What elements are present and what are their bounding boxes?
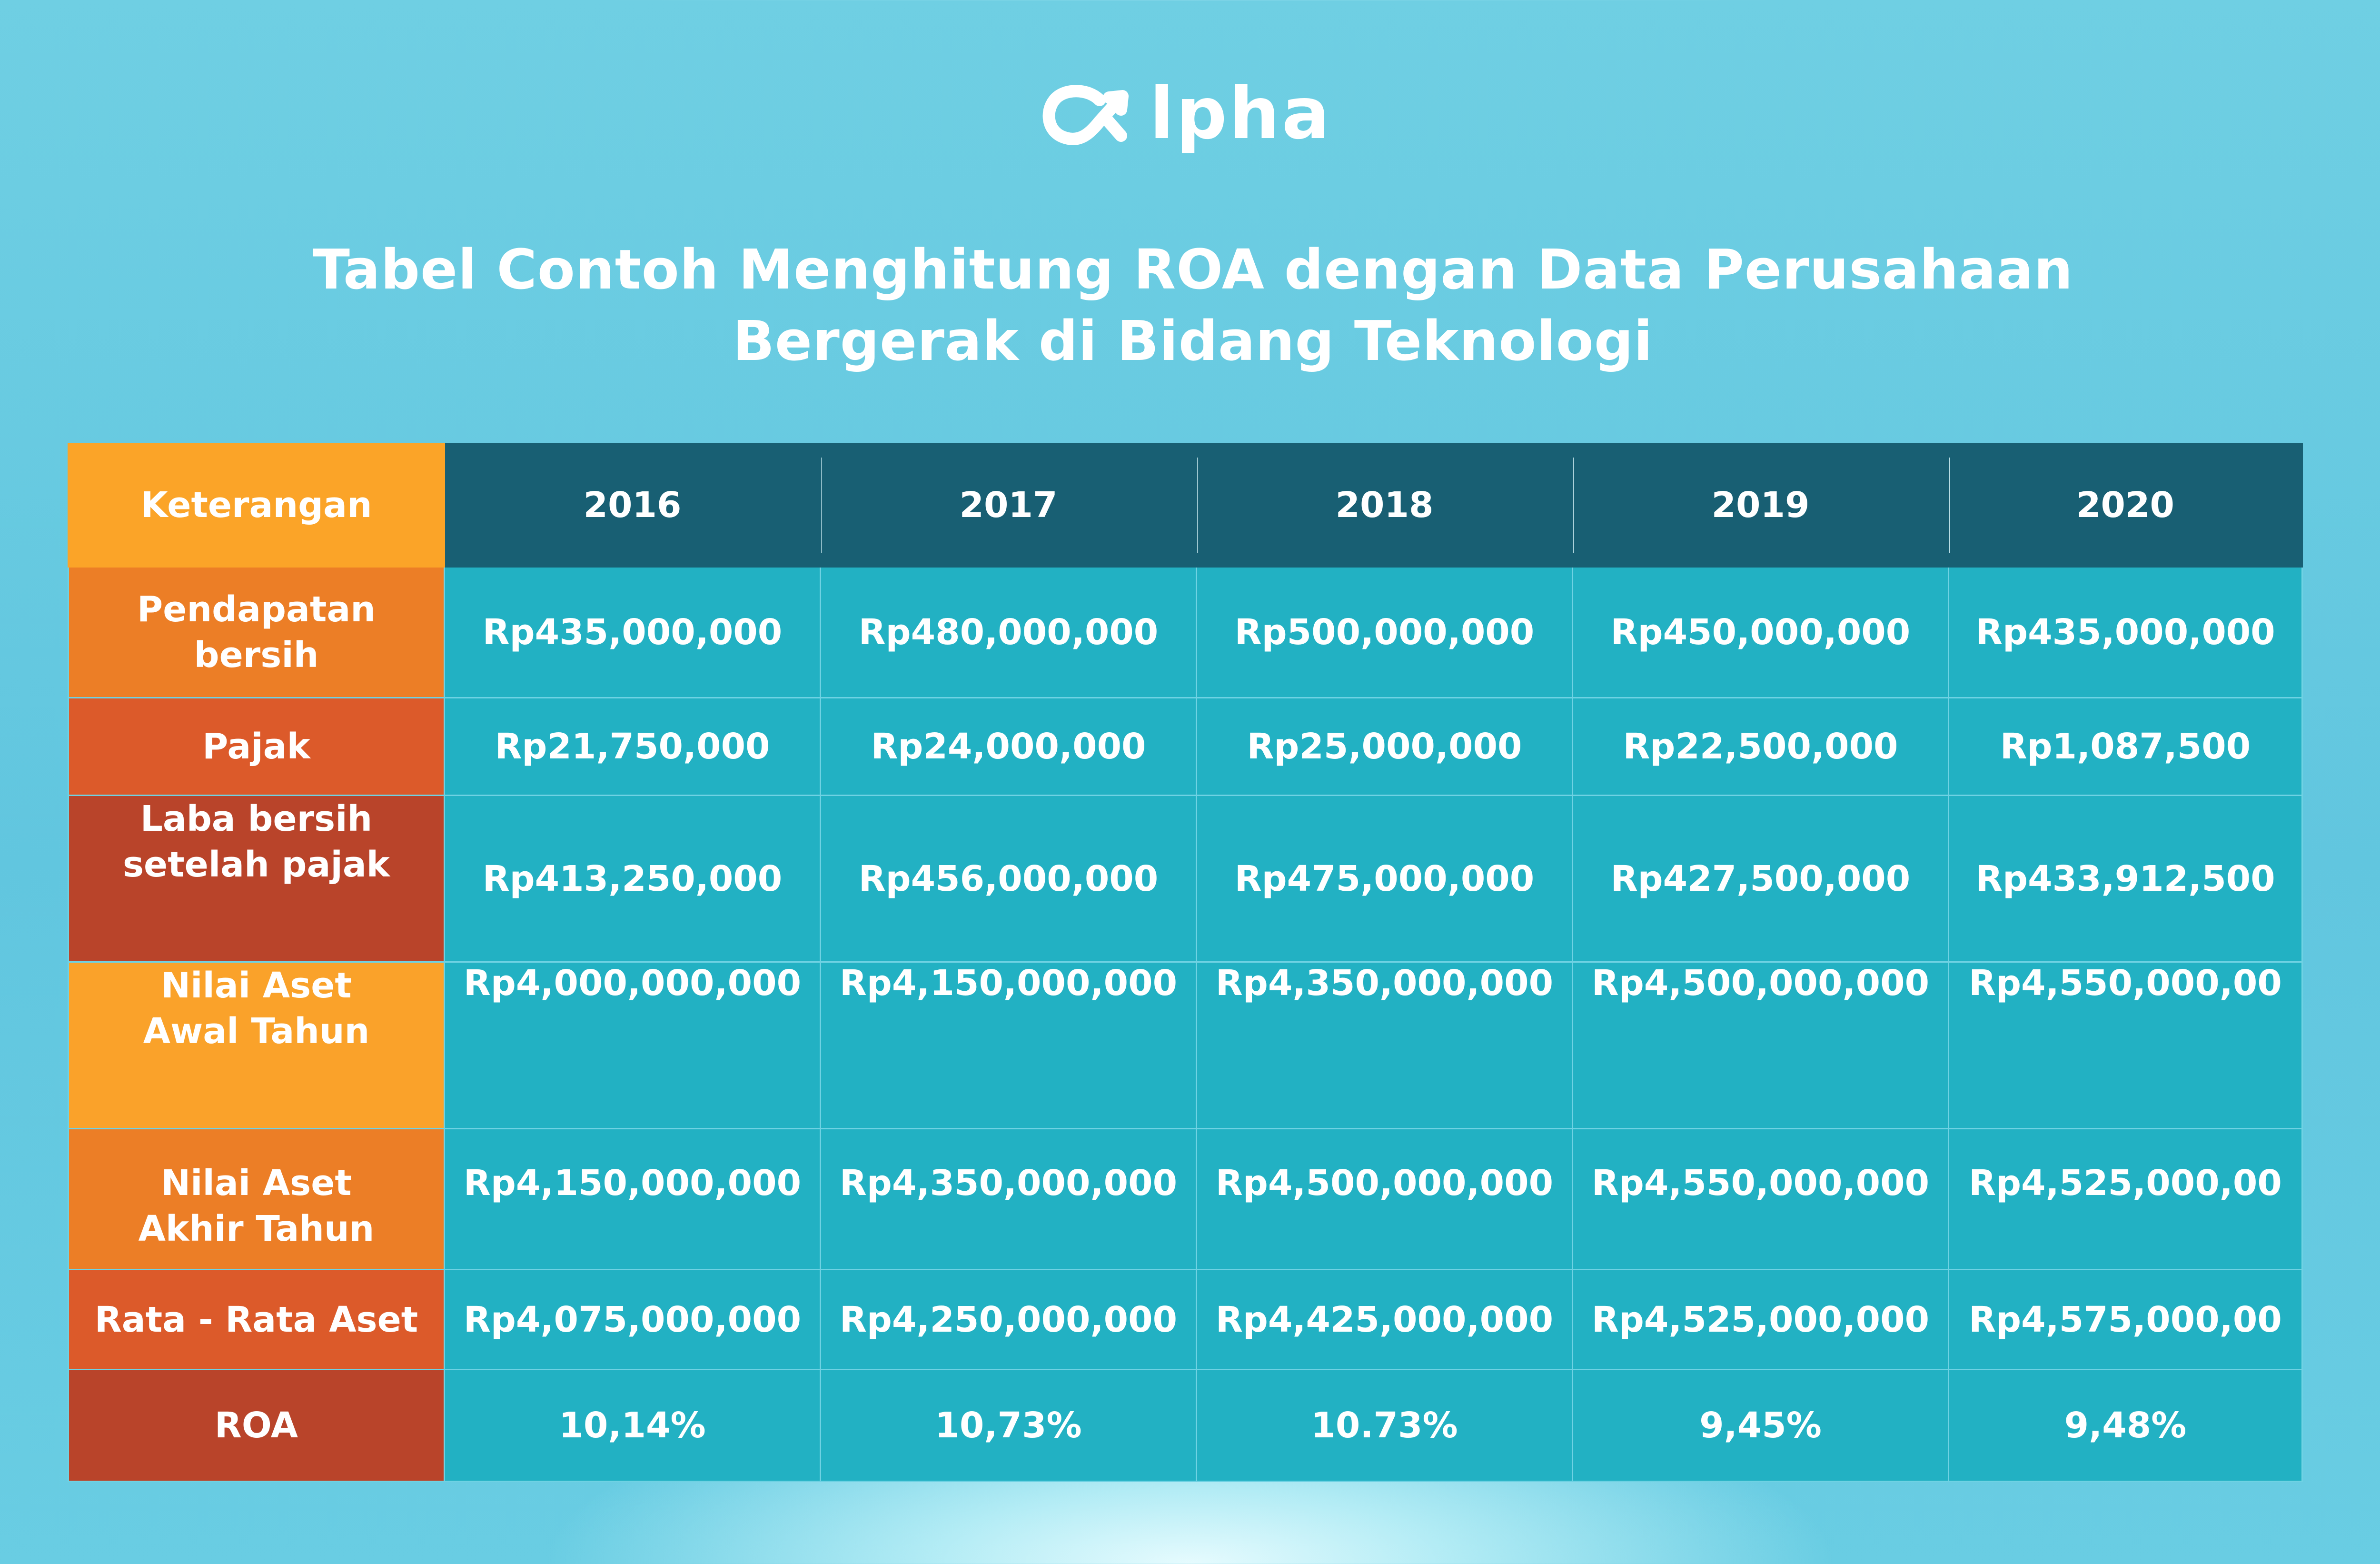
logo-text: lpha <box>1150 72 1332 155</box>
page-title-line1: Tabel Contoh Menghitung ROA dengan Data … <box>312 238 2073 302</box>
table-row-nilai-aset-awal: Nilai Aset Awal Tahun Rp4,000,000,000 Rp… <box>68 961 2303 1129</box>
table-cell: 10.73% <box>1196 1369 1573 1482</box>
roa-table: Keterangan 2016 2017 2018 2019 2020 Pend… <box>68 443 2303 1482</box>
table-cell: Rp4,500,000,000 <box>1196 1128 1573 1270</box>
table-cell: Rp500,000,000 <box>1196 566 1573 698</box>
table-cell: Rp456,000,000 <box>820 795 1197 963</box>
table-cell: Rp4,525,000,000 <box>1572 1269 1949 1370</box>
table-row-nilai-aset-akhir: Nilai Aset Akhir Tahun Rp4,150,000,000 R… <box>68 1128 2303 1270</box>
column-header-2020: 2020 <box>1948 443 2303 568</box>
column-header-2018: 2018 <box>1196 443 1573 568</box>
column-divider <box>1197 458 1198 553</box>
row-label-roa: ROA <box>68 1369 445 1482</box>
column-header-2019: 2019 <box>1572 443 1949 568</box>
table-cell: Rp4,250,000,000 <box>820 1269 1197 1370</box>
table-cell: Rp24,000,000 <box>820 697 1197 796</box>
column-header-label: 2016 <box>583 485 682 526</box>
table-row-pajak: Pajak Rp21,750,000 Rp24,000,000 Rp25,000… <box>68 697 2303 796</box>
table-cell: Rp4,075,000,000 <box>444 1269 821 1370</box>
table-cell: 9,45% <box>1572 1369 1949 1482</box>
table-row-rata-rata-aset: Rata - Rata Aset Rp4,075,000,000 Rp4,250… <box>68 1269 2303 1370</box>
row-label-nilai-aset-akhir: Nilai Aset Akhir Tahun <box>68 1128 445 1270</box>
column-header-keterangan: Keterangan <box>68 443 445 568</box>
alpha-logo: lpha <box>1042 72 1332 155</box>
table-cell: Rp4,425,000,000 <box>1196 1269 1573 1370</box>
table-cell: Rp21,750,000 <box>444 697 821 796</box>
column-divider <box>821 458 822 553</box>
table-header-row: Keterangan 2016 2017 2018 2019 2020 <box>68 443 2303 568</box>
row-label-line: setelah pajak <box>123 844 390 885</box>
table-cell: Rp4,550,000,000 <box>1572 1128 1949 1270</box>
column-header-label: 2019 <box>1711 485 1810 526</box>
table-cell: 10,73% <box>820 1369 1197 1482</box>
column-header-label: 2020 <box>2076 485 2174 526</box>
column-header-label: 2017 <box>959 485 1058 526</box>
table-cell: Rp450,000,000 <box>1572 566 1949 698</box>
table-cell: Rp4,575,000,00 <box>1948 1269 2303 1370</box>
table-cell: Rp427,500,000 <box>1572 795 1949 963</box>
table-row-roa: ROA 10,14% 10,73% 10.73% 9,45% 9,48% <box>68 1369 2303 1482</box>
table-cell: Rp1,087,500 <box>1948 697 2303 796</box>
table-cell: Rp475,000,000 <box>1196 795 1573 963</box>
table-cell: 10,14% <box>444 1369 821 1482</box>
table-cell: 9,48% <box>1948 1369 2303 1482</box>
row-label-rata-rata-aset: Rata - Rata Aset <box>68 1269 445 1370</box>
table-cell: Rp4,000,000,000 <box>444 961 821 1129</box>
row-label-line: Awal Tahun <box>143 1011 370 1052</box>
table-row-laba-bersih: Laba bersih setelah pajak Rp413,250,000 … <box>68 795 2303 963</box>
column-header-2016: 2016 <box>444 443 821 568</box>
table-cell: Rp4,500,000,000 <box>1572 961 1949 1129</box>
row-label-nilai-aset-awal: Nilai Aset Awal Tahun <box>68 961 445 1129</box>
logo-mark-icon <box>1042 85 1129 145</box>
table-cell: Rp4,350,000,000 <box>1196 961 1573 1129</box>
table-cell: Rp4,150,000,000 <box>444 1128 821 1270</box>
table-cell: Rp480,000,000 <box>820 566 1197 698</box>
row-label-pajak: Pajak <box>68 697 445 796</box>
column-divider <box>1573 458 1574 553</box>
table-cell: Rp435,000,000 <box>444 566 821 698</box>
row-label-line: Nilai Aset <box>161 1163 352 1204</box>
row-label-pendapatan-bersih: Pendapatan bersih <box>68 566 445 698</box>
row-label-line: Nilai Aset <box>161 965 352 1006</box>
row-label-line: Akhir Tahun <box>138 1208 375 1249</box>
column-header-label: 2018 <box>1335 485 1434 526</box>
table-cell: Rp4,525,000,00 <box>1948 1128 2303 1270</box>
table-cell: Rp4,350,000,000 <box>820 1128 1197 1270</box>
table-cell: Rp413,250,000 <box>444 795 821 963</box>
page-title-line2: Bergerak di Bidang Teknologi <box>733 309 1653 373</box>
column-header-2017: 2017 <box>820 443 1197 568</box>
column-divider <box>1949 458 1950 553</box>
table-cell: Rp22,500,000 <box>1572 697 1949 796</box>
table-cell: Rp25,000,000 <box>1196 697 1573 796</box>
table-row-pendapatan-bersih: Pendapatan bersih Rp435,000,000 Rp480,00… <box>68 566 2303 698</box>
row-label-line: Laba bersih <box>140 798 373 839</box>
row-label-laba-bersih: Laba bersih setelah pajak <box>68 795 445 963</box>
table-cell: Rp435,000,000 <box>1948 566 2303 698</box>
table-cell: Rp4,150,000,000 <box>820 961 1197 1129</box>
table-cell: Rp4,550,000,00 <box>1948 961 2303 1129</box>
table-cell: Rp433,912,500 <box>1948 795 2303 963</box>
